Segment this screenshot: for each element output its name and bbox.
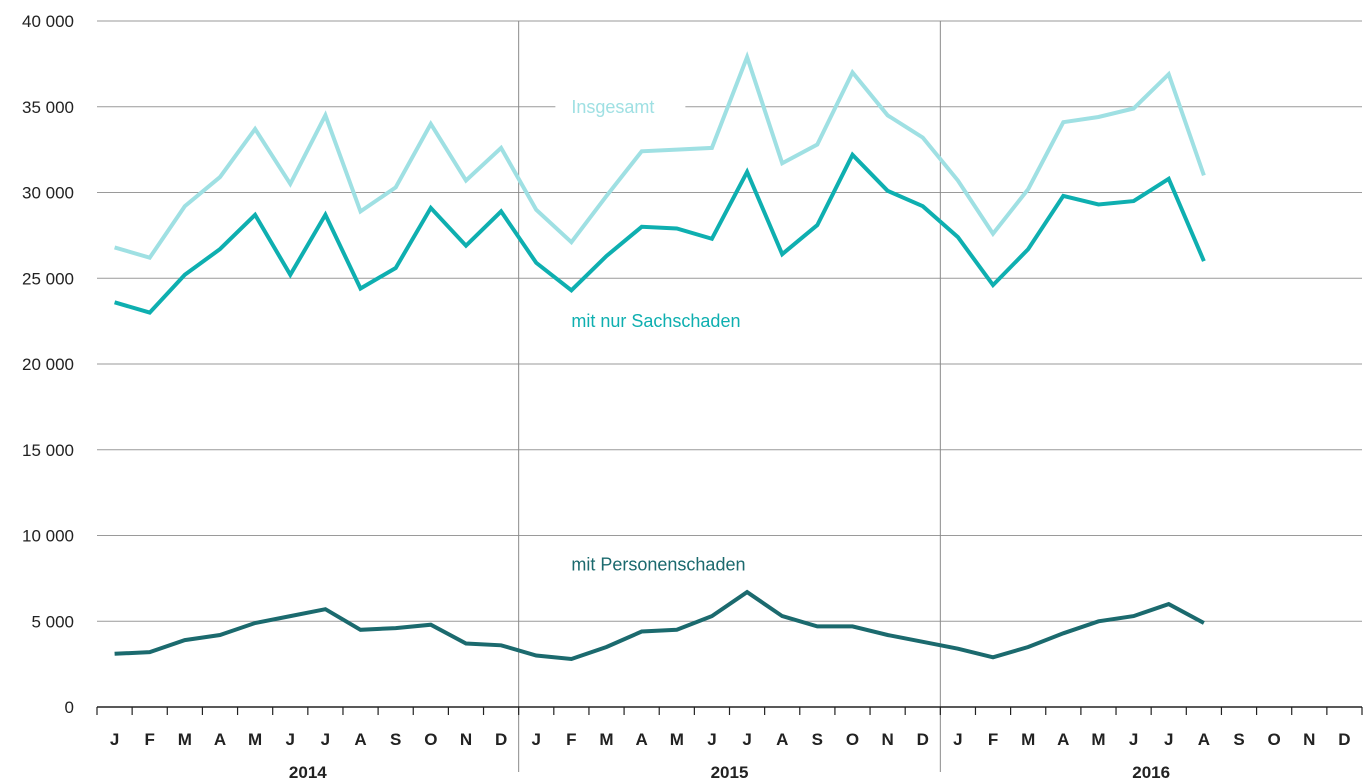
series-lines: [114, 51, 1206, 662]
y-tick-label: 40 000: [22, 12, 74, 31]
x-tick-label: S: [812, 730, 823, 749]
y-tick-label: 25 000: [22, 269, 74, 288]
x-tick-label: A: [1057, 730, 1069, 749]
x-tick-label: D: [1338, 730, 1350, 749]
x-tick-label: O: [846, 730, 859, 749]
x-tick-label: O: [1268, 730, 1281, 749]
x-tick-label: M: [599, 730, 613, 749]
x-tick-label: A: [636, 730, 648, 749]
x-tick-label: A: [214, 730, 226, 749]
year-label: 2016: [1132, 763, 1170, 782]
year-label: 2014: [289, 763, 327, 782]
x-tick-label: M: [670, 730, 684, 749]
x-tick-label: N: [460, 730, 472, 749]
y-tick-label: 20 000: [22, 355, 74, 374]
y-axis-ticks: 0 5 000 10 000 15 000 20 000 25 000 30 000 35 0…: [22, 12, 74, 717]
series-labels: Insgesamt mit nur Sachschaden mit Personen…: [555, 92, 745, 575]
x-tick-label: F: [145, 730, 155, 749]
series-line: [114, 51, 1206, 261]
x-axis: [96, 706, 1363, 715]
x-tick-label: M: [1091, 730, 1105, 749]
x-tick-label: O: [424, 730, 437, 749]
x-tick-label: J: [742, 730, 751, 749]
y-tick-label: 5 000: [31, 612, 74, 631]
y-tick-label: 10 000: [22, 527, 74, 546]
x-tick-label: D: [495, 730, 507, 749]
x-tick-label: F: [988, 730, 998, 749]
x-tick-label: J: [953, 730, 962, 749]
y-tick-label: 15 000: [22, 441, 74, 460]
y-tick-label: 35 000: [22, 98, 74, 117]
x-tick-label: N: [1303, 730, 1315, 749]
x-tick-label: A: [354, 730, 366, 749]
x-tick-label: J: [286, 730, 295, 749]
x-tick-label: J: [110, 730, 119, 749]
y-tick-label: 0: [65, 698, 74, 717]
x-tick-label: J: [321, 730, 330, 749]
x-tick-label: M: [178, 730, 192, 749]
year-separators: [518, 21, 941, 772]
x-tick-label: N: [881, 730, 893, 749]
series-line: [114, 151, 1206, 315]
x-tick-label: A: [1198, 730, 1210, 749]
x-tick-label: M: [248, 730, 262, 749]
series-label-background: [555, 92, 686, 121]
x-tick-label: S: [1233, 730, 1244, 749]
series-label: mit nur Sachschaden: [571, 311, 740, 331]
x-tick-label: J: [1164, 730, 1173, 749]
series-label: Insgesamt: [571, 97, 654, 117]
x-tick-label: S: [390, 730, 401, 749]
x-tick-label: J: [707, 730, 716, 749]
gridlines: [97, 20, 1362, 622]
series-line: [114, 589, 1205, 662]
year-label: 2015: [711, 763, 749, 782]
x-tick-label: M: [1021, 730, 1035, 749]
x-tick-label: J: [1129, 730, 1138, 749]
y-tick-label: 30 000: [22, 184, 74, 203]
x-axis-year-labels: 2014 2015 2016: [289, 763, 1170, 782]
x-tick-label: D: [917, 730, 929, 749]
x-tick-label: J: [532, 730, 541, 749]
x-tick-label: F: [566, 730, 576, 749]
series-label: mit Personenschaden: [571, 555, 745, 575]
x-tick-label: A: [776, 730, 788, 749]
